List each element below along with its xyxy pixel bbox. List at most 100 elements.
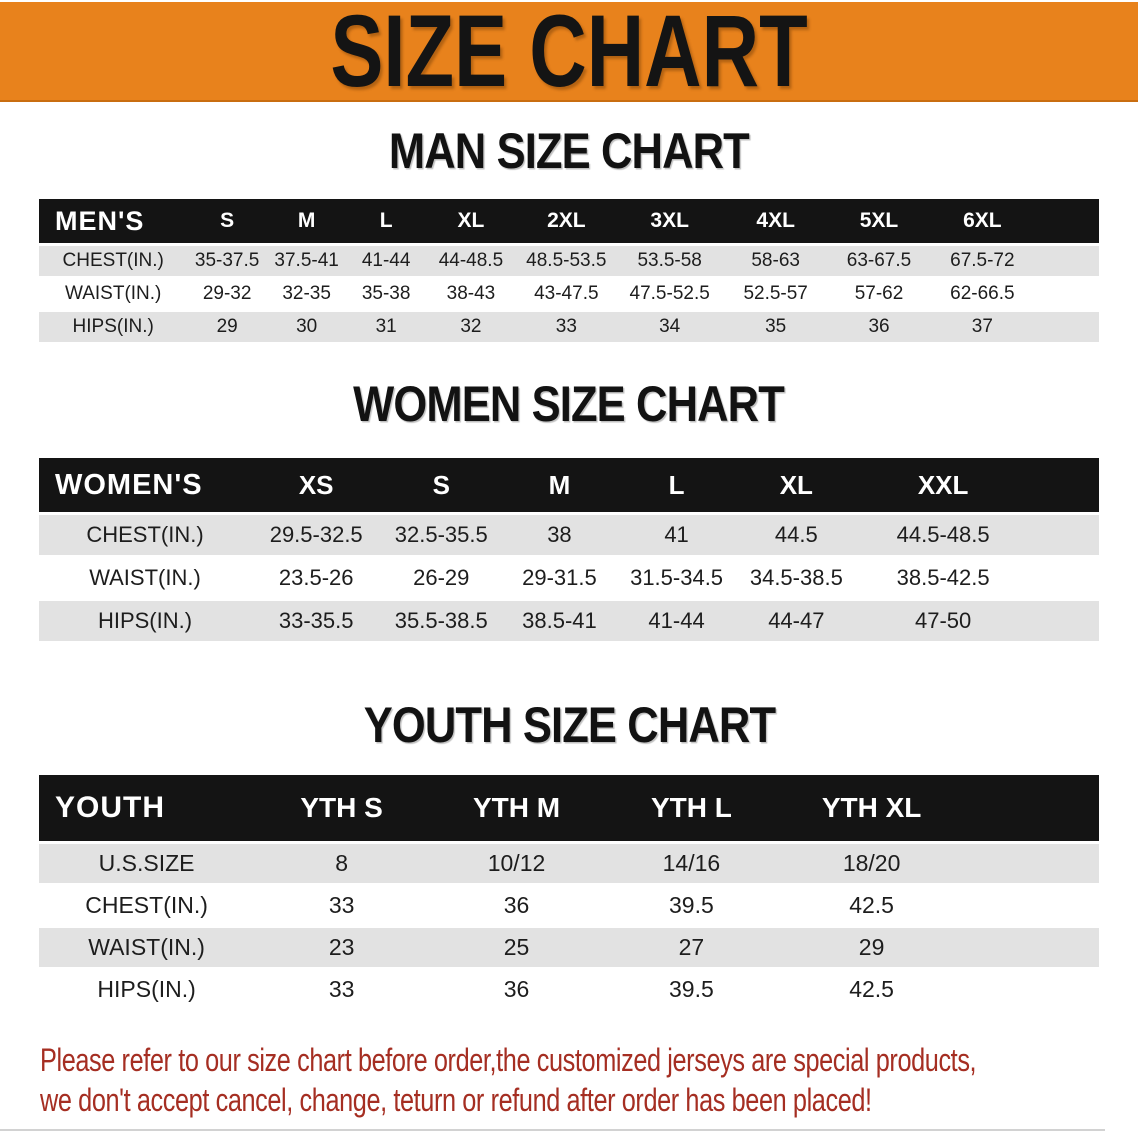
measurement-value: 32 [460, 316, 482, 337]
row-label: HIPS(IN.) [72, 316, 154, 337]
size-column-header: 2XL [547, 209, 586, 232]
measurement-value: 44.5 [774, 522, 818, 547]
filler-cell [964, 886, 1099, 925]
men-size-table: MEN'S S M L XL 2XL 3XL 4XL 5XL 6XL CHEST(IN.) 35-3… [39, 196, 1099, 345]
men-section-heading-text: MAN SIZE CHART [389, 123, 750, 179]
measurement-value: 23 [328, 934, 355, 960]
row-label: HIPS(IN.) [97, 976, 196, 1002]
measurement-value: 29 [858, 934, 885, 960]
measurement-value: 38.5-41 [522, 608, 597, 633]
size-column-header: L [379, 209, 393, 232]
women-section-heading: WOMEN SIZE CHART [0, 379, 1138, 429]
size-column-header: L [668, 469, 685, 500]
disclaimer-line-1: Please refer to our size chart before or… [40, 1042, 977, 1078]
measurement-value: 39.5 [669, 892, 714, 918]
filler-cell [964, 775, 1099, 841]
measurement-value: 32-35 [282, 283, 331, 304]
measurement-value: 35 [765, 316, 787, 337]
measurement-value: 26-29 [413, 565, 470, 590]
measurement-value: 38 [547, 522, 572, 547]
measurement-value: 38-43 [446, 283, 496, 304]
measurement-value: 37 [971, 316, 993, 337]
filler-cell [1029, 515, 1099, 555]
measurement-value: 57-62 [854, 283, 904, 304]
women-size-table: WOMEN'S XS S M L XL XXL CHEST(IN.) 29.5-32.5 32.… [39, 455, 1099, 644]
size-column-header: YTH M [472, 792, 561, 823]
measurement-value: 44-48.5 [438, 250, 504, 271]
size-column-header: YTH L [650, 792, 732, 823]
measurement-row: HIPS(IN.) 29 30 31 32 33 34 35 36 37 [39, 312, 1099, 342]
size-column-header: XXL [917, 469, 969, 500]
measurement-value: 41-44 [648, 608, 705, 633]
measurement-value: 31.5-34.5 [630, 565, 724, 590]
measurement-value: 53.5-58 [637, 250, 702, 271]
filler-cell [964, 928, 1099, 967]
measurement-value: 34.5-38.5 [749, 565, 843, 590]
measurement-value: 44-47 [768, 608, 825, 633]
row-label: WAIST(IN.) [88, 934, 205, 960]
size-column-header: S [220, 209, 235, 232]
row-label: WAIST(IN.) [64, 283, 162, 304]
size-column-header: XL [779, 469, 813, 500]
table-group-label: YOUTH [55, 791, 165, 824]
measurement-value: 44.5-48.5 [896, 522, 990, 547]
measurement-value: 43-47.5 [534, 283, 599, 304]
measurement-value: 25 [503, 934, 530, 960]
measurement-value: 30 [296, 316, 318, 337]
measurement-value: 33 [555, 316, 577, 337]
measurement-value: 33-35.5 [278, 608, 354, 633]
filler-cell [1035, 246, 1099, 276]
measurement-row: HIPS(IN.) 33-35.5 35.5-38.5 38.5-41 41-44 44-… [39, 601, 1099, 641]
measurement-row: WAIST(IN.) 23 25 27 29 [39, 928, 1099, 967]
filler-cell [1035, 279, 1099, 309]
men-header-row: MEN'S S M L XL 2XL 3XL 4XL 5XL 6XL [39, 199, 1099, 243]
size-column-header: 5XL [859, 209, 899, 232]
measurement-value: 14/16 [662, 850, 721, 876]
filler-cell [1029, 558, 1099, 598]
measurement-value: 10/12 [487, 850, 546, 876]
filler-cell [1029, 458, 1099, 512]
measurement-value: 33 [328, 976, 355, 1002]
row-label: CHEST(IN.) [62, 250, 164, 271]
measurement-value: 62-66.5 [950, 283, 1015, 304]
measurement-row: CHEST(IN.) 29.5-32.5 32.5-35.5 38 41 44.5 44.5… [39, 515, 1099, 555]
size-column-header: 6XL [963, 209, 1002, 232]
measurement-row: CHEST(IN.) 35-37.5 37.5-41 41-44 44-48.5 48.5… [39, 246, 1099, 276]
page-title: SIZE CHART [330, 0, 807, 102]
size-column-header: M [548, 469, 571, 500]
youth-section-heading-text: YOUTH SIZE CHART [363, 697, 775, 753]
measurement-row: CHEST(IN.) 33 36 39.5 42.5 [39, 886, 1099, 925]
measurement-value: 31 [375, 316, 397, 337]
table-group-label: MEN'S [55, 205, 145, 236]
measurement-value: 36 [503, 892, 530, 918]
measurement-value: 18/20 [842, 850, 901, 876]
disclaimer: Please refer to our size chart before or… [40, 1040, 1138, 1120]
measurement-row: WAIST(IN.) 29-32 32-35 35-38 38-43 43-47.5 47.… [39, 279, 1099, 309]
size-column-header: 4XL [756, 209, 795, 232]
measurement-value: 37.5-41 [274, 250, 339, 271]
row-label: CHEST(IN.) [86, 522, 204, 547]
filler-cell [1029, 601, 1099, 641]
measurement-value: 48.5-53.5 [526, 250, 607, 271]
measurement-value: 47.5-52.5 [629, 283, 710, 304]
filler-cell [964, 970, 1099, 1009]
filler-cell [1035, 199, 1099, 243]
measurement-value: 42.5 [849, 892, 894, 918]
measurement-value: 38.5-42.5 [896, 565, 990, 590]
row-label: HIPS(IN.) [97, 608, 193, 633]
measurement-value: 29-32 [202, 283, 252, 304]
size-column-header: 3XL [650, 209, 689, 232]
measurement-value: 33 [328, 892, 355, 918]
bottom-edge-divider [0, 1129, 1105, 1131]
women-header-row: WOMEN'S XS S M L XL XXL [39, 458, 1099, 512]
size-column-header: YTH XL [821, 792, 922, 823]
measurement-value: 47-50 [915, 608, 972, 633]
youth-header-row: YOUTH YTH S YTH M YTH L YTH XL [39, 775, 1099, 841]
filler-cell [1035, 312, 1099, 342]
size-column-header: XL [457, 209, 485, 232]
measurement-row: WAIST(IN.) 23.5-26 26-29 29-31.5 31.5-34.5 34… [39, 558, 1099, 598]
disclaimer-line-2: we don't accept cancel, change, teturn o… [40, 1082, 872, 1118]
filler-cell [964, 844, 1099, 883]
measurement-value: 41-44 [361, 250, 411, 271]
measurement-value: 63-67.5 [846, 250, 912, 271]
